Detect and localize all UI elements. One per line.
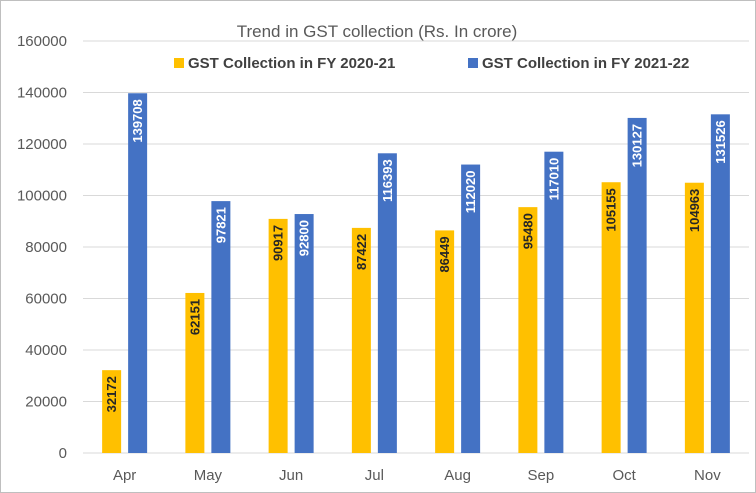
y-tick-label: 20000 <box>25 394 67 411</box>
gridlines <box>83 40 749 454</box>
x-tick-label: Jul <box>365 467 384 484</box>
data-label: 130127 <box>630 124 645 167</box>
data-label: 87422 <box>354 234 369 270</box>
bar-nov-series-2 <box>710 114 730 453</box>
data-label: 92800 <box>297 220 312 256</box>
x-tick-label: Apr <box>113 467 136 484</box>
bar-jul-series-2 <box>377 153 397 453</box>
x-tick-label: Oct <box>612 467 636 484</box>
y-tick-label: 100000 <box>17 188 67 205</box>
y-tick-label: 0 <box>59 445 67 462</box>
x-tick-label: Aug <box>444 467 471 484</box>
bar-oct-series-1 <box>601 182 621 453</box>
bars <box>102 93 730 454</box>
bar-may-series-1 <box>185 292 205 453</box>
y-tick-label: 60000 <box>25 291 67 308</box>
data-label: 112020 <box>463 171 478 214</box>
data-label: 117010 <box>546 158 561 201</box>
data-label: 62151 <box>187 299 202 335</box>
y-tick-label: 120000 <box>17 136 67 153</box>
data-label: 86449 <box>437 236 452 272</box>
bar-may-series-2 <box>211 201 231 453</box>
bar-nov-series-1 <box>684 182 704 453</box>
legend-swatch <box>468 58 478 68</box>
y-tick-label: 80000 <box>25 239 67 256</box>
bar-jun-series-1 <box>268 218 288 453</box>
data-label: 116393 <box>380 159 395 202</box>
bar-apr-series-1 <box>102 370 122 453</box>
bar-sep-series-1 <box>518 207 538 453</box>
bar-jul-series-1 <box>351 227 371 453</box>
data-label: 90917 <box>271 225 286 261</box>
x-tick-label: May <box>194 467 223 484</box>
chart-title: Trend in GST collection (Rs. In crore) <box>237 22 518 41</box>
bar-aug-series-1 <box>435 230 455 453</box>
y-tick-label: 160000 <box>17 33 67 50</box>
data-label: 139708 <box>130 99 145 142</box>
y-tick-label: 40000 <box>25 342 67 359</box>
legend-label: GST Collection in FY 2021-22 <box>482 55 689 72</box>
data-label: 32172 <box>104 376 119 412</box>
data-label: 97821 <box>213 207 228 243</box>
legend: GST Collection in FY 2020-21 GST Collecti… <box>174 55 689 72</box>
data-label: 131526 <box>713 120 728 163</box>
data-label: 104963 <box>687 189 702 232</box>
y-axis-tick-labels: 0 20000 40000 60000 80000 100000 120000 140000 1… <box>17 33 67 462</box>
x-tick-label: Sep <box>528 467 555 484</box>
bar-aug-series-2 <box>461 164 481 453</box>
legend-swatch <box>174 58 184 68</box>
data-label: 95480 <box>520 213 535 249</box>
data-label: 105155 <box>604 188 619 231</box>
bar-sep-series-2 <box>544 151 564 453</box>
x-tick-label: Nov <box>694 467 721 484</box>
x-axis-tick-labels: Apr May Jun Jul Aug Sep Oct Nov <box>113 467 721 484</box>
data-labels: 32172 139708 62151 97821 90917 92800 87422 1163… <box>104 99 728 412</box>
legend-label: GST Collection in FY 2020-21 <box>188 55 395 72</box>
y-tick-label: 140000 <box>17 85 67 102</box>
legend-item-2: GST Collection in FY 2021-22 <box>468 55 689 72</box>
bar-apr-series-2 <box>128 93 148 454</box>
bar-oct-series-2 <box>627 117 647 453</box>
legend-item-1: GST Collection in FY 2020-21 <box>174 55 395 72</box>
x-tick-label: Jun <box>279 467 303 484</box>
bar-jun-series-2 <box>294 214 314 453</box>
